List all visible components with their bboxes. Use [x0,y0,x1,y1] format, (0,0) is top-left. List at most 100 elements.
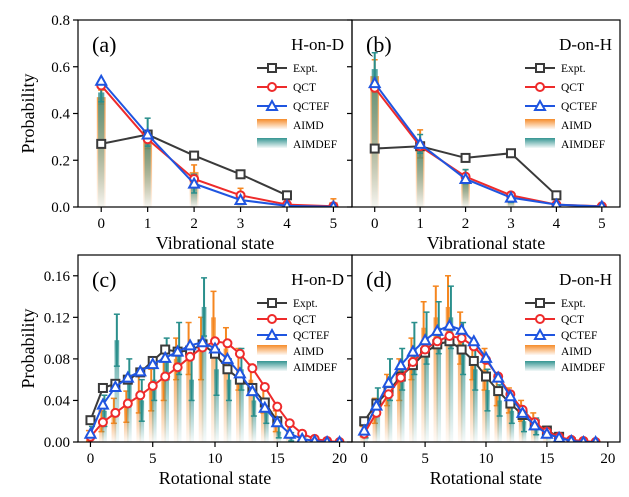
x-tick-label: 4 [553,216,561,232]
marker-qctef [504,190,518,203]
legend-marker [533,98,547,111]
y-tick-label: 0.12 [44,310,70,326]
marker-qct [444,331,455,342]
bar-aimd [409,358,414,442]
bar-aimdef [126,379,132,442]
marker-qct [185,351,196,362]
bar-aimdef [375,400,381,442]
bar-aimdef [460,348,466,442]
panel-title: H-on-D [291,270,344,289]
x-axis-label: Vibrational state [156,233,274,253]
bar-aimd [211,317,216,442]
marker-qctef [503,389,518,402]
marker-qctef [491,370,505,383]
bar-aimd [173,358,179,442]
panel-label: (b) [366,32,392,57]
x-tick-label: 10 [479,451,494,467]
legend-marker [267,314,277,324]
legend-label: AIMDEF [561,139,605,151]
bar-aimdef [462,176,469,207]
y-tick-label: 0.4 [51,107,70,123]
marker-qctef [479,350,493,363]
plot-area [368,51,607,207]
bar-aimd [518,410,524,442]
marker-expt [97,382,108,393]
marker-qctef [369,398,384,411]
marker-qctef [195,335,210,348]
marker-qctef [458,171,473,184]
legend-swatch-aimd [257,119,287,129]
marker-qct [234,348,245,359]
legend-label: AIMD [561,120,592,132]
legend-label: QCTEF [293,101,329,113]
bar-aimd [470,358,475,442]
legend: Expt. QCT QCTEF AIMD AIMDEF [525,298,605,374]
x-tick-label: 15 [539,451,554,467]
legend-label: QCTEF [561,330,597,342]
marker-qctef [220,351,235,364]
marker-qctef [442,318,457,331]
legend-marker [535,298,545,308]
legend: Expt. QCT QCTEF AIMD AIMDEF [257,298,337,374]
line-qct [100,84,334,207]
legend-label: Expt. [293,298,318,310]
panel-a: 0 1 2 3 4 5 0.0 0.2 0.4 0.6 0.8 Vibrational state Pr… [18,13,353,253]
legend-label: QCTEF [293,330,329,342]
marker-qct [122,398,133,409]
legend-marker [267,63,277,73]
legend-label: AIMDEF [293,362,337,374]
legend-label: Expt. [561,63,586,75]
legend-marker [535,63,545,73]
marker-qct [110,407,121,418]
marker-qctef [597,199,607,207]
x-tick-label: 10 [208,451,223,467]
bar-aimd [161,379,167,442]
marker-expt [281,190,292,201]
bar-aimdef [239,369,244,442]
bar-aimdef [387,379,393,442]
bar-aimd [136,392,142,442]
x-tick-label: 20 [600,451,615,467]
bar-aimdef [176,348,182,442]
marker-qctef [566,433,576,442]
marker-qctef [140,127,155,140]
x-tick-label: 0 [87,451,95,467]
marker-qctef [551,197,562,207]
legend-label: AIMD [293,120,324,132]
y-tick-label: 0.6 [51,60,70,76]
legend-marker [265,98,279,111]
legend-label: QCT [561,82,584,94]
panel-label: (a) [92,32,116,57]
marker-expt [85,415,96,426]
bar-aimd [445,306,451,442]
marker-qctef [187,176,201,189]
marker-qct [259,381,270,392]
bar-aimd [260,400,266,442]
marker-qctef [394,358,408,371]
marker-qctef [233,192,248,205]
legend-label: Expt. [293,63,318,75]
bar-aimdef [412,348,417,442]
marker-qctef [282,198,292,207]
marker-qctef [418,333,432,346]
x-tick-label: 2 [462,216,470,232]
bar-aimdef [424,338,429,442]
marker-qctef [158,350,172,363]
y-tick-label: 0.00 [44,435,70,451]
legend-marker [533,327,547,340]
marker-expt [481,371,491,382]
bar-aimd [223,348,229,442]
bar-aimd [384,390,390,442]
legend-label: AIMDEF [293,139,337,151]
y-tick-label: 0.16 [44,269,71,285]
bar-aimdef [472,369,478,442]
marker-expt [235,169,246,180]
bar-aimd [433,317,439,442]
x-tick-label: 0 [360,451,368,467]
marker-qctef [528,418,542,431]
bar-aimd [457,338,463,442]
bar-aimd [421,327,426,442]
marker-expt [493,386,504,397]
x-tick-label: 20 [332,451,347,467]
